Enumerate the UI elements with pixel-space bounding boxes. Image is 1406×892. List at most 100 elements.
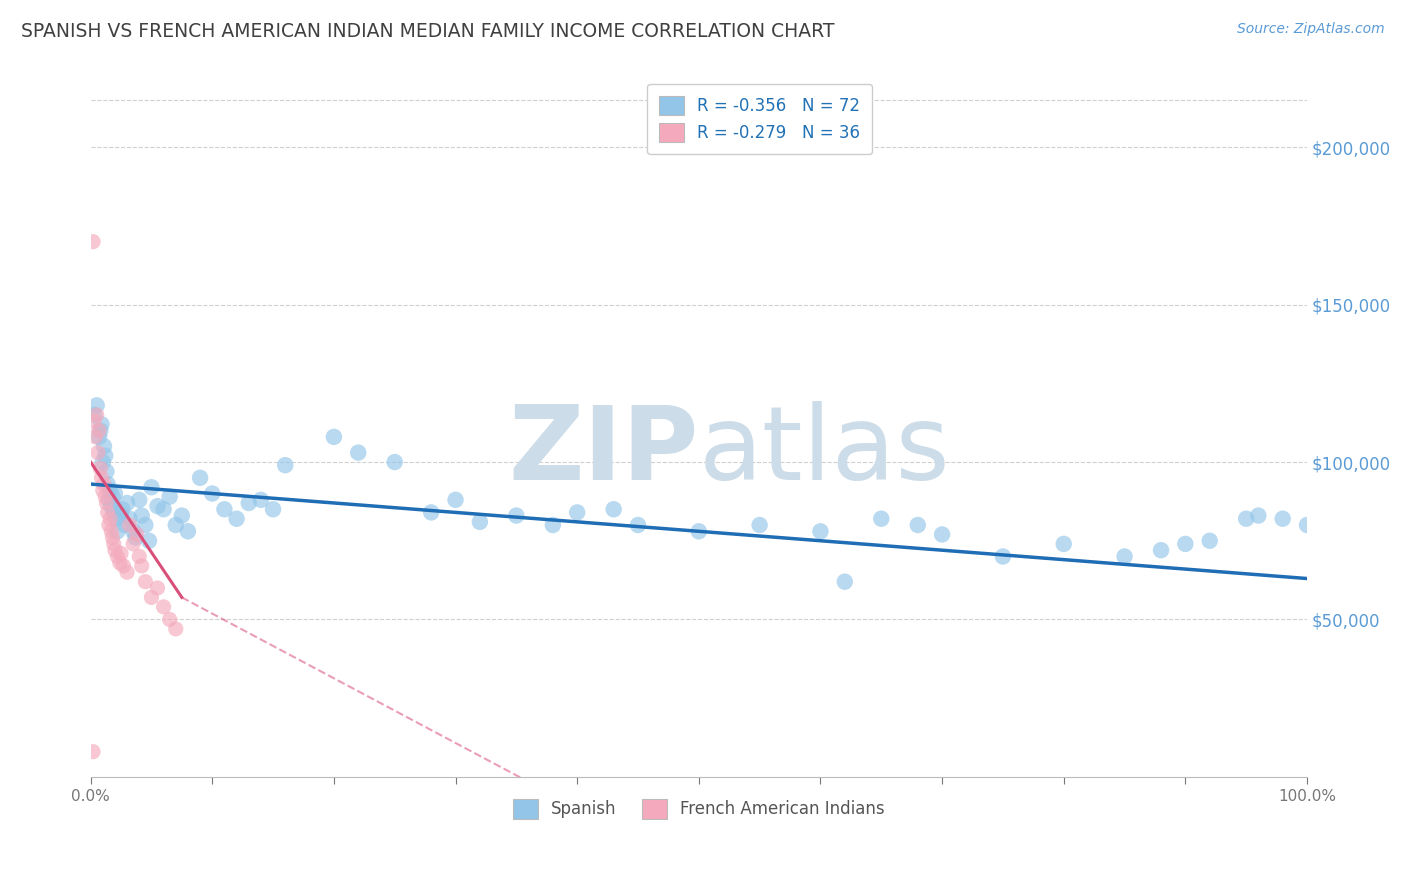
Point xyxy=(82,745,104,759)
Point xyxy=(93,439,115,453)
Point xyxy=(131,558,153,573)
Point xyxy=(105,524,128,539)
Text: atlas: atlas xyxy=(699,401,950,501)
Point xyxy=(96,465,118,479)
Point xyxy=(89,461,111,475)
Text: ZIP: ZIP xyxy=(509,401,699,501)
Point xyxy=(384,455,406,469)
Point xyxy=(83,414,105,428)
Point xyxy=(90,471,112,485)
Point xyxy=(97,477,120,491)
Point xyxy=(688,524,710,539)
Point xyxy=(105,549,128,564)
Point xyxy=(991,549,1014,564)
Point xyxy=(238,496,260,510)
Point xyxy=(91,483,114,498)
Point xyxy=(322,430,344,444)
Point xyxy=(115,496,138,510)
Point xyxy=(104,543,127,558)
Point xyxy=(108,556,131,570)
Point xyxy=(98,483,121,498)
Point xyxy=(97,492,120,507)
Point xyxy=(134,574,156,589)
Point xyxy=(834,574,856,589)
Point xyxy=(870,512,893,526)
Point xyxy=(1053,537,1076,551)
Point xyxy=(96,496,118,510)
Point xyxy=(118,512,141,526)
Point xyxy=(124,531,146,545)
Point xyxy=(146,581,169,595)
Point xyxy=(111,502,134,516)
Point xyxy=(627,518,650,533)
Point xyxy=(420,505,443,519)
Point xyxy=(201,486,224,500)
Point xyxy=(91,455,114,469)
Point xyxy=(84,430,107,444)
Point xyxy=(115,566,138,580)
Point xyxy=(1234,512,1257,526)
Point xyxy=(112,558,135,573)
Point xyxy=(567,505,589,519)
Point xyxy=(152,502,174,516)
Point xyxy=(444,492,467,507)
Point xyxy=(152,599,174,614)
Point xyxy=(1271,512,1294,526)
Point xyxy=(541,518,564,533)
Point xyxy=(146,499,169,513)
Point xyxy=(468,515,491,529)
Point xyxy=(165,622,187,636)
Text: Source: ZipAtlas.com: Source: ZipAtlas.com xyxy=(1237,22,1385,37)
Point xyxy=(122,524,145,539)
Point xyxy=(931,527,953,541)
Point xyxy=(131,508,153,523)
Point xyxy=(170,508,193,523)
Point xyxy=(104,486,127,500)
Point xyxy=(83,408,105,422)
Point xyxy=(165,518,187,533)
Point xyxy=(159,612,181,626)
Point xyxy=(93,477,115,491)
Point xyxy=(105,512,128,526)
Point xyxy=(1114,549,1136,564)
Point xyxy=(262,502,284,516)
Point xyxy=(214,502,236,516)
Point xyxy=(97,518,120,533)
Point xyxy=(94,490,117,504)
Point xyxy=(1198,533,1220,548)
Point xyxy=(110,546,132,560)
Point xyxy=(118,518,141,533)
Point xyxy=(907,518,929,533)
Point xyxy=(225,512,247,526)
Point xyxy=(177,524,200,539)
Point xyxy=(103,505,125,519)
Point xyxy=(97,505,120,519)
Point xyxy=(101,490,124,504)
Point xyxy=(602,502,624,516)
Point xyxy=(110,508,132,523)
Point xyxy=(122,537,145,551)
Point xyxy=(98,512,121,526)
Point xyxy=(1174,537,1197,551)
Point xyxy=(159,490,181,504)
Point xyxy=(1150,543,1173,558)
Point xyxy=(114,518,136,533)
Point xyxy=(103,537,125,551)
Point xyxy=(86,408,108,422)
Point xyxy=(748,518,770,533)
Point xyxy=(347,445,370,459)
Point xyxy=(134,518,156,533)
Point xyxy=(810,524,832,539)
Point xyxy=(87,445,110,459)
Point xyxy=(1296,518,1319,533)
Point xyxy=(274,458,297,473)
Point xyxy=(89,430,111,444)
Point xyxy=(89,424,111,438)
Point xyxy=(128,492,150,507)
Text: SPANISH VS FRENCH AMERICAN INDIAN MEDIAN FAMILY INCOME CORRELATION CHART: SPANISH VS FRENCH AMERICAN INDIAN MEDIAN… xyxy=(21,22,835,41)
Point xyxy=(86,398,108,412)
Point xyxy=(89,424,111,438)
Point xyxy=(141,480,163,494)
Point xyxy=(141,591,163,605)
Legend: Spanish, French American Indians: Spanish, French American Indians xyxy=(506,793,891,825)
